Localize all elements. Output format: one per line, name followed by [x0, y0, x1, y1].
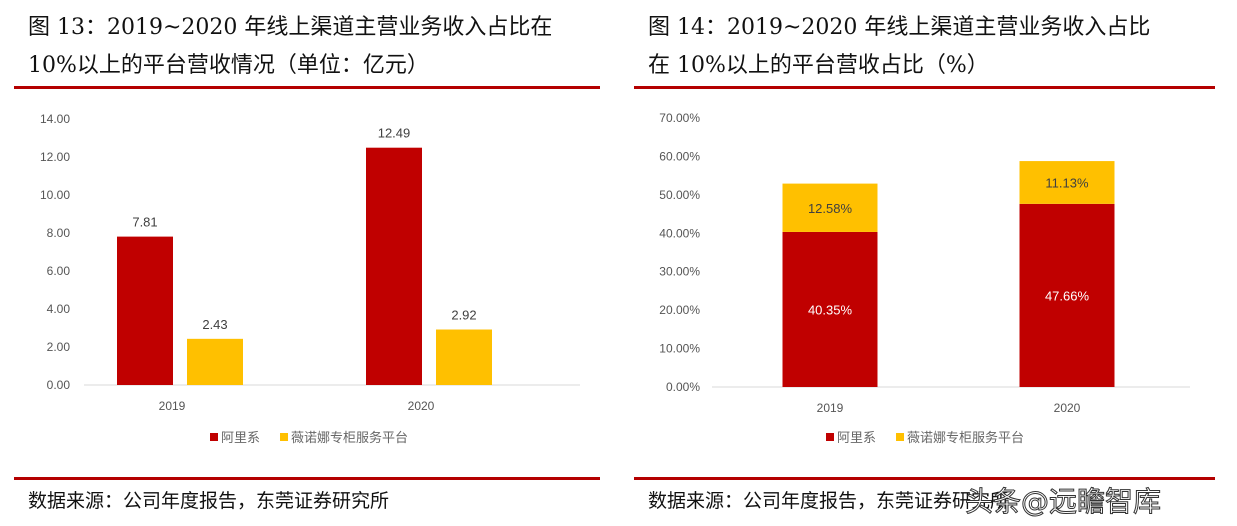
- data-label: 2.92: [451, 308, 476, 323]
- y-tick-label: 8.00: [47, 226, 71, 240]
- bar-alibaba-2019: [117, 236, 173, 385]
- left-chart-title-line2: 10%以上的平台营收情况（单位：亿元）: [28, 53, 429, 78]
- y-tick-label: 30.00%: [659, 265, 700, 279]
- data-label: 7.81: [132, 215, 157, 230]
- title-rule-right: [634, 86, 1215, 89]
- legend-label: 薇诺娜专柜服务平台: [907, 430, 1024, 446]
- left-chart-title-line1: 图 13：2019~2020 年线上渠道主营业务收入占比在: [28, 15, 553, 40]
- legend-swatch: [280, 433, 289, 441]
- legend-label: 薇诺娜专柜服务平台: [291, 430, 408, 446]
- bar-vinona-2019: [782, 183, 878, 232]
- y-tick-label: 10.00: [40, 188, 70, 202]
- data-label: 11.13%: [1045, 175, 1089, 190]
- watermark: 头条@远瞻智库: [964, 485, 1162, 519]
- y-tick-label: 12.00: [40, 150, 70, 164]
- left-source-note: 数据来源：公司年度报告，东莞证券研究所: [28, 490, 390, 512]
- data-label: 12.58%: [808, 201, 853, 216]
- x-tick-label: 2020: [1054, 401, 1081, 415]
- x-tick-label: 2019: [159, 399, 186, 413]
- y-tick-label: 60.00%: [659, 149, 700, 163]
- data-label: 40.35%: [808, 302, 853, 317]
- legend-label: 阿里系: [221, 431, 260, 446]
- data-label: 2.43: [202, 317, 227, 332]
- source-rule-left: [14, 477, 600, 480]
- y-tick-label: 10.00%: [659, 342, 700, 356]
- bar-alibaba-2020: [1019, 203, 1115, 387]
- bar-vinona-2020: [436, 329, 492, 385]
- bar-vinona-2020: [1019, 161, 1115, 204]
- y-tick-label: 14.00: [40, 112, 70, 126]
- right-chart-title-line2: 在 10%以上的平台营收占比（%）: [648, 53, 989, 78]
- data-label: 12.49: [378, 126, 411, 141]
- x-tick-label: 2019: [817, 401, 844, 415]
- y-tick-label: 6.00: [47, 264, 71, 278]
- y-tick-label: 50.00%: [659, 188, 700, 202]
- right-chart-title-line1: 图 14：2019~2020 年线上渠道主营业务收入占比: [648, 15, 1151, 40]
- y-tick-label: 2.00: [47, 340, 71, 354]
- y-tick-label: 40.00%: [659, 226, 700, 240]
- legend-swatch: [210, 433, 218, 441]
- source-rule-right: [634, 477, 1215, 480]
- legend-swatch: [896, 433, 905, 441]
- y-tick-label: 0.00%: [666, 380, 700, 394]
- bar-vinona-2019: [187, 338, 243, 385]
- title-rule-left: [14, 86, 600, 89]
- bar-alibaba-2019: [782, 231, 878, 387]
- y-tick-label: 4.00: [47, 302, 71, 316]
- data-label: 47.66%: [1045, 288, 1090, 303]
- legend-label: 阿里系: [837, 431, 876, 446]
- right-source-note: 数据来源：公司年度报告，东莞证券研究所: [648, 490, 1010, 512]
- x-tick-label: 2020: [408, 399, 435, 413]
- legend-swatch: [826, 433, 834, 441]
- y-tick-label: 70.00%: [659, 111, 700, 125]
- y-tick-label: 20.00%: [659, 303, 700, 317]
- y-tick-label: 0.00: [47, 378, 71, 392]
- bar-alibaba-2020: [366, 147, 422, 385]
